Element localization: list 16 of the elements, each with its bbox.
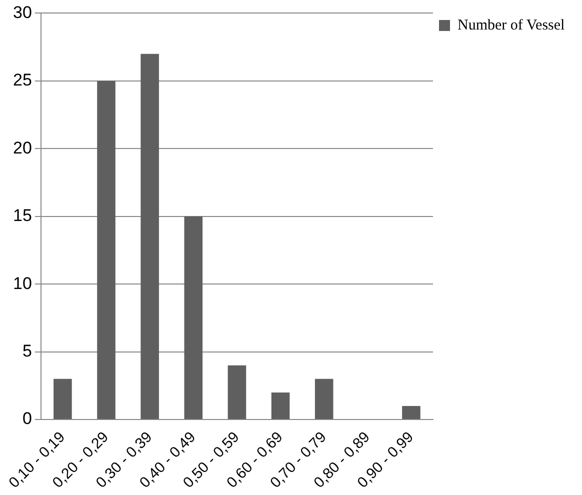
y-tick-label: 0 — [22, 409, 32, 428]
bar — [184, 216, 203, 420]
bar — [271, 392, 290, 420]
legend-label: Number of Vessel — [458, 17, 565, 34]
y-tick-label: 5 — [22, 342, 32, 361]
y-tick-label: 25 — [12, 70, 32, 90]
y-tick-label: 30 — [12, 2, 32, 22]
bar — [228, 365, 246, 420]
y-tick-label: 15 — [12, 206, 32, 226]
bar — [140, 54, 159, 420]
bar — [97, 80, 116, 420]
y-tick-label: 20 — [12, 138, 32, 158]
bar — [54, 378, 72, 420]
y-tick-label: 10 — [12, 274, 32, 293]
bar — [402, 406, 420, 420]
bar — [314, 378, 334, 420]
